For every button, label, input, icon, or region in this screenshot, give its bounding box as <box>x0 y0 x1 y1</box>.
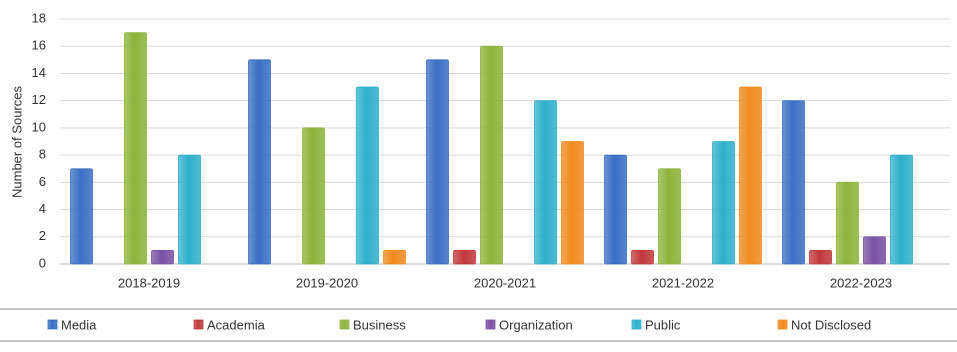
y-tick-label: 16 <box>32 38 46 53</box>
legend-swatch <box>631 319 642 330</box>
bar <box>124 32 147 265</box>
y-tick-label: 2 <box>39 228 46 243</box>
y-tick-label: 18 <box>32 10 46 25</box>
y-tick-label: 10 <box>32 119 46 134</box>
legend-label: Business <box>353 317 406 332</box>
bar <box>712 141 735 265</box>
legend-swatch <box>777 319 788 330</box>
bar <box>631 249 654 265</box>
bar <box>836 181 859 265</box>
bar <box>178 154 201 265</box>
bar <box>890 154 913 265</box>
bar <box>302 127 325 265</box>
legend-label: Public <box>645 317 681 332</box>
y-tick-label: 12 <box>32 92 46 107</box>
legend-swatch <box>339 319 350 330</box>
bar <box>739 86 762 265</box>
bar <box>480 45 503 265</box>
bar <box>383 249 406 265</box>
bar <box>809 249 832 265</box>
bar <box>863 236 886 265</box>
legend-swatch <box>193 319 204 330</box>
y-tick-label: 6 <box>39 174 46 189</box>
legend-label: Not Disclosed <box>791 317 871 332</box>
x-tick-label: 2018-2019 <box>118 275 180 290</box>
legend-swatch <box>485 319 496 330</box>
x-tick-label: 2020-2021 <box>474 275 536 290</box>
y-tick-label: 0 <box>39 255 46 270</box>
y-axis-label: Number of Sources <box>9 86 24 198</box>
bar <box>782 100 805 265</box>
bar <box>356 86 379 265</box>
bar <box>248 59 271 265</box>
bar <box>604 154 627 265</box>
legend-label: Organization <box>499 317 573 332</box>
x-tick-label: 2022-2023 <box>830 275 892 290</box>
bar <box>658 168 681 265</box>
x-tick-label: 2021-2022 <box>652 275 714 290</box>
legend-label: Media <box>61 317 97 332</box>
y-tick-label: 4 <box>39 201 46 216</box>
bar <box>561 141 584 265</box>
bar <box>426 59 449 265</box>
y-tick-label: 8 <box>39 147 46 162</box>
bar <box>534 100 557 265</box>
legend-label: Academia <box>207 317 266 332</box>
x-tick-label: 2019-2020 <box>296 275 358 290</box>
bar <box>151 249 174 265</box>
y-tick-label: 14 <box>32 65 46 80</box>
legend-swatch <box>47 319 58 330</box>
bar <box>70 168 93 265</box>
bar <box>453 249 476 265</box>
